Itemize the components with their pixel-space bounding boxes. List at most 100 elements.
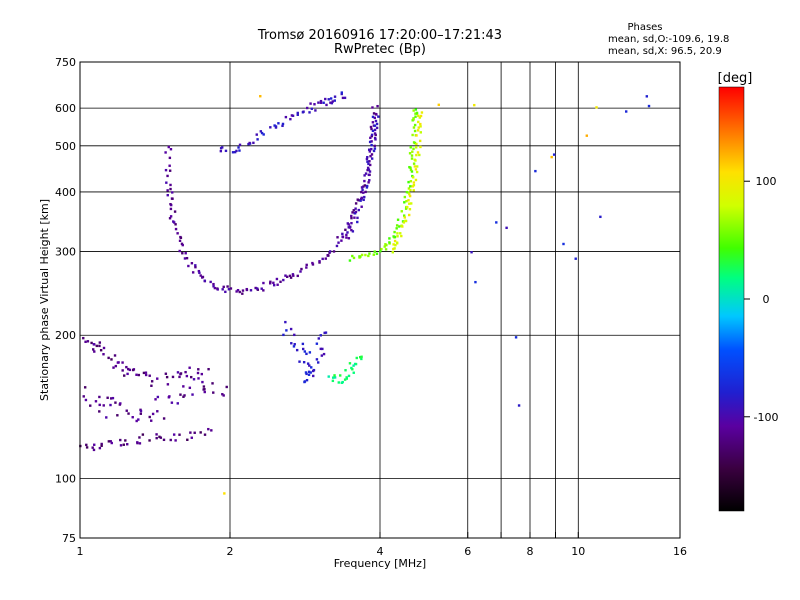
data-point bbox=[367, 162, 370, 166]
data-point bbox=[396, 235, 399, 238]
stats-line-o: mean, sd,O:-109.6, 19.8 bbox=[608, 34, 729, 45]
data-point bbox=[276, 283, 279, 286]
data-point bbox=[176, 371, 180, 374]
data-point bbox=[373, 147, 377, 150]
data-point bbox=[645, 95, 649, 98]
data-point bbox=[85, 446, 89, 449]
data-point bbox=[415, 111, 419, 115]
data-point bbox=[127, 367, 130, 371]
data-point bbox=[307, 370, 311, 374]
data-point bbox=[226, 285, 229, 288]
data-point bbox=[408, 194, 412, 198]
data-point bbox=[354, 362, 358, 366]
data-point bbox=[365, 157, 369, 161]
data-point bbox=[198, 271, 201, 274]
data-point bbox=[368, 170, 372, 173]
data-point bbox=[368, 160, 371, 163]
y-axis-label: Stationary phase Virtual Height [km] bbox=[38, 199, 51, 401]
data-point bbox=[411, 150, 414, 153]
data-point bbox=[396, 218, 400, 221]
data-point bbox=[262, 133, 265, 136]
data-point bbox=[158, 435, 161, 439]
data-point bbox=[289, 276, 293, 279]
colorbar-tick-label: 100 bbox=[756, 175, 777, 188]
data-point bbox=[360, 355, 363, 358]
data-point bbox=[415, 165, 419, 168]
data-point bbox=[363, 195, 366, 199]
data-point bbox=[191, 271, 195, 274]
data-point bbox=[219, 147, 223, 150]
data-point bbox=[168, 169, 172, 172]
data-point bbox=[331, 100, 334, 103]
data-point bbox=[321, 257, 324, 261]
data-point bbox=[82, 336, 85, 340]
data-point bbox=[388, 241, 391, 244]
data-point bbox=[407, 187, 411, 190]
data-point bbox=[169, 438, 172, 442]
y-tick-label: 200 bbox=[55, 329, 76, 342]
data-point bbox=[225, 385, 228, 389]
data-point bbox=[98, 341, 102, 344]
data-point bbox=[392, 235, 395, 238]
data-point bbox=[202, 385, 206, 388]
data-point bbox=[272, 281, 275, 285]
data-point bbox=[368, 140, 372, 144]
data-point bbox=[190, 375, 193, 379]
data-point bbox=[368, 252, 371, 255]
data-point bbox=[282, 278, 285, 282]
data-point bbox=[414, 115, 417, 118]
data-point bbox=[203, 388, 206, 391]
data-point bbox=[333, 95, 337, 98]
data-point bbox=[352, 209, 355, 212]
data-point bbox=[330, 101, 334, 105]
data-point bbox=[395, 241, 399, 244]
data-point bbox=[356, 220, 359, 224]
data-point bbox=[174, 439, 177, 442]
colorbar-tick-label: 0 bbox=[763, 293, 770, 306]
data-point bbox=[400, 234, 403, 238]
data-point bbox=[124, 439, 127, 442]
data-point bbox=[137, 418, 140, 421]
data-point bbox=[400, 210, 403, 213]
data-point bbox=[311, 261, 314, 265]
data-point bbox=[148, 439, 151, 442]
data-point bbox=[366, 160, 369, 163]
data-point bbox=[409, 188, 412, 192]
data-point bbox=[367, 254, 370, 258]
data-point bbox=[98, 446, 102, 450]
data-point bbox=[374, 119, 378, 123]
data-point bbox=[305, 266, 308, 269]
data-point bbox=[311, 263, 315, 266]
data-point bbox=[412, 184, 416, 187]
data-point bbox=[231, 151, 235, 154]
data-point bbox=[347, 226, 350, 229]
data-point bbox=[272, 283, 276, 287]
data-point bbox=[344, 228, 347, 232]
data-point bbox=[351, 368, 354, 371]
data-point bbox=[197, 377, 200, 380]
data-point bbox=[98, 395, 101, 399]
data-point bbox=[121, 361, 124, 364]
data-point bbox=[393, 247, 396, 250]
data-point bbox=[319, 347, 322, 351]
data-point bbox=[107, 440, 111, 443]
data-point bbox=[123, 374, 126, 377]
data-point bbox=[408, 207, 412, 211]
x-axis: 1 2 4 6 8 10 16 bbox=[77, 532, 687, 558]
data-point bbox=[83, 386, 87, 389]
data-point bbox=[395, 224, 399, 227]
data-point bbox=[138, 436, 141, 439]
data-point bbox=[329, 97, 333, 100]
data-point bbox=[238, 143, 242, 147]
data-point bbox=[409, 146, 412, 149]
data-point bbox=[95, 344, 99, 348]
data-point bbox=[369, 163, 372, 167]
data-point bbox=[269, 126, 272, 129]
data-point bbox=[356, 198, 359, 201]
data-point bbox=[396, 232, 399, 235]
x-tick-label: 4 bbox=[377, 545, 384, 558]
data-point bbox=[317, 361, 320, 364]
data-point bbox=[373, 124, 377, 127]
data-point bbox=[86, 340, 90, 343]
data-point bbox=[372, 253, 376, 256]
